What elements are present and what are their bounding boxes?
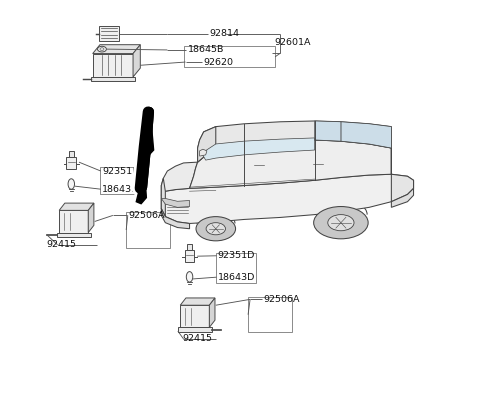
Polygon shape [93, 53, 133, 77]
Polygon shape [57, 232, 91, 237]
Polygon shape [180, 298, 215, 305]
Polygon shape [391, 148, 414, 202]
Polygon shape [66, 157, 76, 169]
Bar [248, 297, 292, 333]
Text: 18645B: 18645B [188, 45, 224, 54]
Text: 92415: 92415 [183, 335, 213, 343]
Ellipse shape [196, 217, 236, 241]
Polygon shape [59, 210, 88, 232]
Ellipse shape [313, 207, 368, 239]
Polygon shape [91, 77, 135, 81]
Ellipse shape [68, 179, 74, 189]
Bar [100, 167, 140, 194]
Ellipse shape [70, 215, 82, 228]
Polygon shape [315, 121, 341, 141]
Polygon shape [143, 114, 154, 156]
Polygon shape [161, 174, 414, 224]
Text: 92506A: 92506A [128, 211, 165, 220]
Polygon shape [209, 298, 215, 327]
Text: 92601A: 92601A [274, 38, 311, 47]
Polygon shape [187, 245, 192, 250]
Text: 92415: 92415 [46, 241, 76, 249]
Polygon shape [178, 327, 212, 332]
Polygon shape [99, 26, 119, 41]
Text: 18643D: 18643D [218, 273, 255, 281]
Ellipse shape [186, 272, 193, 282]
Bar [184, 46, 275, 67]
Text: 92620: 92620 [204, 58, 234, 66]
Polygon shape [133, 45, 140, 77]
Polygon shape [190, 140, 391, 188]
Text: 92351D: 92351D [218, 251, 255, 260]
Polygon shape [136, 162, 146, 204]
Polygon shape [161, 162, 198, 195]
Ellipse shape [191, 310, 203, 323]
Ellipse shape [206, 223, 226, 235]
Polygon shape [202, 138, 315, 160]
Polygon shape [185, 250, 194, 262]
Polygon shape [161, 178, 165, 217]
Ellipse shape [116, 59, 125, 71]
Polygon shape [198, 121, 391, 162]
Polygon shape [161, 198, 190, 207]
Bar [126, 212, 170, 248]
Polygon shape [341, 122, 391, 148]
Polygon shape [93, 45, 140, 53]
Polygon shape [180, 305, 209, 327]
Ellipse shape [328, 215, 354, 231]
Text: 92506A: 92506A [264, 295, 300, 304]
Ellipse shape [100, 48, 104, 51]
Polygon shape [88, 203, 94, 232]
Polygon shape [200, 149, 207, 156]
Text: 18643D: 18643D [102, 185, 139, 194]
Polygon shape [69, 151, 74, 157]
Ellipse shape [97, 46, 107, 52]
Text: 92351D: 92351D [102, 166, 139, 175]
Polygon shape [198, 127, 216, 162]
Polygon shape [59, 203, 94, 210]
Text: 92814: 92814 [210, 29, 240, 38]
Bar [216, 253, 256, 283]
Polygon shape [391, 188, 414, 207]
Polygon shape [161, 209, 190, 229]
